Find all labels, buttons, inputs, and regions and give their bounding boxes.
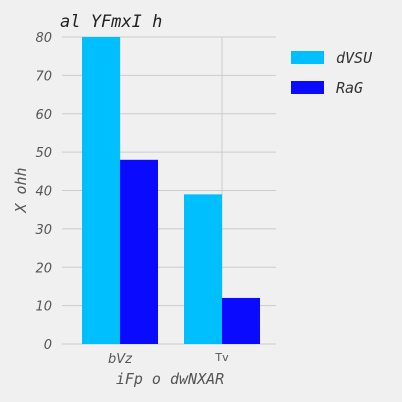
y-tick-label: 40	[35, 185, 52, 200]
legend-swatch	[291, 51, 324, 64]
y-tick-label: 0	[44, 338, 52, 353]
legend-swatch	[291, 81, 324, 94]
legend: dVSU RaG	[291, 49, 373, 97]
y-axis-ticks: 0 10 20 30 40 50 60 70 80	[35, 31, 52, 353]
bar-dVSU-bVz	[82, 37, 120, 344]
x-axis-ticks: bVz Tv	[108, 351, 229, 367]
bar-dVSU-Tv	[184, 194, 222, 344]
y-tick-label: 10	[35, 300, 52, 315]
bars	[82, 37, 260, 344]
y-tick-label: 70	[35, 69, 52, 84]
y-tick-label: 20	[35, 261, 52, 276]
bar-RaG-Tv	[222, 297, 260, 344]
x-tick-label: Tv	[214, 351, 229, 364]
x-axis-label: iFp o dwNXAR	[116, 370, 224, 388]
y-tick-label: 80	[35, 31, 52, 46]
y-tick-label: 50	[35, 146, 52, 161]
x-tick-label: bVz	[108, 352, 133, 367]
y-tick-label: 60	[35, 108, 52, 123]
y-axis-label: X ohh	[12, 167, 30, 213]
legend-label: dVSU	[336, 49, 373, 67]
chart-title: al YFmxI h	[60, 12, 162, 32]
y-tick-label: 30	[35, 223, 52, 238]
bar-RaG-bVz	[120, 159, 158, 344]
legend-label: RaG	[336, 79, 363, 97]
